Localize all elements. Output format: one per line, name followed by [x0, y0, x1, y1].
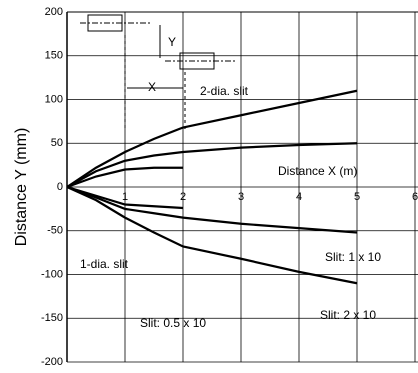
x-tick-label: 1	[122, 191, 128, 203]
x-tick-label: 2	[180, 191, 186, 203]
y-tick-label: -100	[41, 268, 63, 280]
x-tick-label: 4	[296, 191, 302, 203]
series-line	[66, 185, 184, 210]
annotation: Distance X (m)	[278, 164, 357, 178]
y-tick-label: 150	[45, 50, 63, 62]
x-tick-label: 6	[412, 191, 418, 203]
y-tick-label: -200	[41, 356, 63, 368]
sensor-diagram	[80, 14, 235, 130]
series-line	[66, 185, 358, 285]
series-line	[66, 142, 358, 188]
x-tick-label: 5	[354, 191, 360, 203]
y-tick-label: 100	[45, 93, 63, 105]
annotation: Y	[168, 35, 176, 49]
series-line	[66, 89, 358, 188]
annotation: X	[148, 80, 156, 94]
annotation: Slit: 2 x 10	[320, 308, 376, 322]
annotation: 1-dia. slit	[80, 257, 129, 271]
y-tick-label: -50	[47, 225, 63, 237]
annotation: Slit: 1 x 10	[325, 250, 381, 264]
y-tick-label: 0	[57, 181, 63, 193]
series-line	[66, 166, 183, 189]
y-tick-label: 200	[45, 6, 63, 18]
series-line	[66, 185, 358, 234]
y-tick-label: -150	[41, 312, 63, 324]
y-tick-label: 50	[51, 137, 63, 149]
annotation: Slit: 0.5 x 10	[140, 316, 206, 330]
y-axis-label: Distance Y (mm)	[13, 128, 30, 247]
x-tick-label: 3	[238, 191, 244, 203]
annotation: 2-dia. slit	[200, 84, 249, 98]
